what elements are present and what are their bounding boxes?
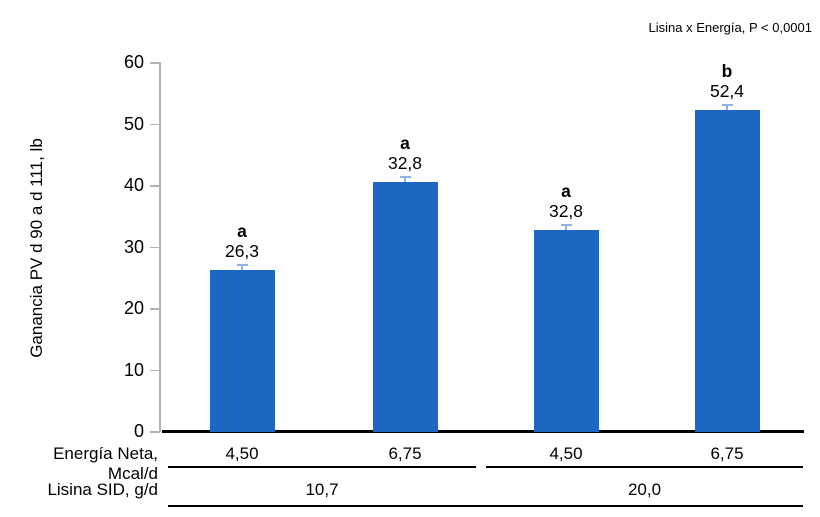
bar-value-label: 32,8 (387, 153, 423, 173)
bar-significance-letter: a (400, 133, 410, 153)
chart-annotation: Lisina x Energía, P < 0,0001 (648, 20, 812, 35)
energia-group-underline (486, 466, 803, 468)
bar-value-label: 52,4 (709, 81, 745, 101)
y-tick-label: 30 (123, 236, 144, 257)
x-axis-energia-value: 4,50 (549, 444, 583, 463)
error-bar-stem (404, 176, 406, 182)
y-tick-label: 20 (123, 298, 144, 318)
y-tick-label: 0 (133, 421, 144, 441)
x-axis-energia-value: 4,50 (225, 444, 259, 463)
lisina-group-underline (168, 505, 803, 507)
y-tick-mark (150, 246, 160, 249)
bar-value-label: 26,3 (224, 241, 260, 261)
x-axis-line (162, 430, 804, 433)
y-tick-mark (150, 308, 160, 310)
error-bar-stem (241, 264, 243, 270)
y-axis-title: Ganancia PV d 90 a d 111, lb (27, 138, 46, 358)
bar (209, 270, 275, 432)
x-axis-lisina-value: 20,0 (627, 480, 662, 499)
y-tick-mark (150, 185, 160, 187)
energia-group-underline (168, 466, 476, 468)
y-tick-mark (150, 123, 160, 126)
bar (694, 110, 760, 432)
error-bar-cap (399, 176, 411, 178)
x-axis-row-label-lisina: Lisina SID, g/d (47, 480, 158, 499)
x-axis-lisina-value: 10,7 (305, 480, 339, 499)
error-bar-stem (726, 104, 728, 110)
error-bar-cap (236, 264, 248, 266)
bar-significance-letter: a (237, 221, 247, 241)
bar-value-label: 32,8 (548, 201, 584, 221)
error-bar-cap (560, 224, 572, 226)
y-tick-label: 60 (123, 52, 144, 72)
y-tick-mark (150, 62, 160, 64)
y-tick-label: 40 (123, 175, 144, 195)
y-tick-label: 50 (123, 113, 144, 134)
error-bar-cap (721, 104, 733, 106)
y-tick-mark (150, 431, 160, 433)
y-tick-mark (150, 369, 160, 372)
x-axis-energia-value: 6,75 (710, 444, 744, 463)
bar-significance-letter: a (561, 181, 571, 201)
bar-significance-letter: b (721, 61, 733, 81)
x-axis-energia-value: 6,75 (388, 444, 422, 463)
error-bar-stem (565, 224, 567, 230)
x-axis-row-label-energia: Energía Neta, Mcal/d (53, 444, 158, 483)
bar (533, 230, 599, 432)
y-tick-label: 10 (123, 359, 144, 380)
bar (372, 182, 438, 432)
